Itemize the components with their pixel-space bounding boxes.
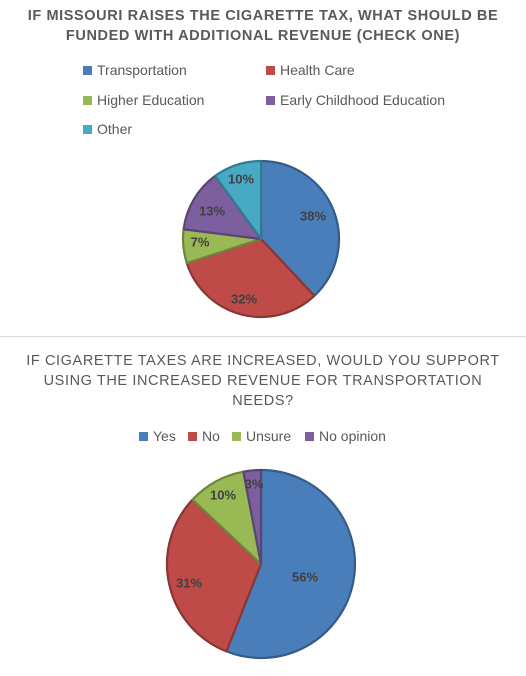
data-label-transportation: 38% bbox=[300, 208, 326, 223]
data-label-early-childhood-education: 13% bbox=[199, 203, 225, 218]
data-label-health-care: 32% bbox=[231, 291, 257, 306]
legend-label: Health Care bbox=[280, 62, 355, 78]
pie-slice-health-care bbox=[185, 237, 316, 319]
data-label-no-opinion: 3% bbox=[245, 476, 264, 491]
legend-item-yes: Yes bbox=[139, 428, 176, 444]
chart-1-pie: 38% 32% 7% 13% 10% bbox=[181, 159, 341, 319]
legend-label: Higher Education bbox=[97, 92, 205, 108]
legend-item-early-childhood-education: Early Childhood Education bbox=[266, 92, 445, 108]
legend-swatch bbox=[83, 125, 92, 134]
pie-slice-no bbox=[165, 498, 263, 653]
data-label-higher-education: 7% bbox=[191, 234, 210, 249]
legend-item-transportation: Transportation bbox=[83, 62, 187, 78]
legend-swatch bbox=[83, 96, 92, 105]
chart-panel-2: IF CIGARETTE TAXES ARE INCREASED, WOULD … bbox=[0, 337, 526, 676]
legend-label: No opinion bbox=[319, 428, 386, 444]
chart-2-title: IF CIGARETTE TAXES ARE INCREASED, WOULD … bbox=[26, 353, 500, 409]
legend-item-no-opinion: No opinion bbox=[305, 428, 386, 444]
pie-slice-other bbox=[214, 159, 263, 241]
data-label-yes: 56% bbox=[292, 569, 318, 584]
chart-panel-1: IF MISSOURI RAISES THE CIGARETTE TAX, WH… bbox=[0, 0, 526, 336]
legend-label: Other bbox=[97, 121, 133, 137]
pie-slice-no-opinion bbox=[242, 468, 263, 566]
legend-item-health-care: Health Care bbox=[266, 62, 355, 78]
data-label-no: 31% bbox=[176, 575, 202, 590]
legend-item-higher-education: Higher Education bbox=[83, 92, 204, 108]
legend-label: Yes bbox=[153, 428, 176, 444]
legend-item-unsure: Unsure bbox=[232, 428, 291, 444]
legend-swatch bbox=[188, 432, 197, 441]
legend-label: Early Childhood Education bbox=[280, 92, 445, 108]
legend-item-no: No bbox=[188, 428, 220, 444]
legend-item-other: Other bbox=[83, 121, 132, 137]
legend-label: No bbox=[202, 428, 220, 444]
legend-label: Unsure bbox=[246, 428, 292, 444]
chart-1-title: IF MISSOURI RAISES THE CIGARETTE TAX, WH… bbox=[27, 8, 499, 44]
data-label-unsure: 10% bbox=[210, 487, 236, 502]
pie-slice-transportation bbox=[259, 159, 341, 297]
pie-slice-yes bbox=[225, 468, 357, 660]
legend-swatch bbox=[266, 66, 275, 75]
legend-label: Transportation bbox=[97, 62, 187, 78]
legend-swatch bbox=[266, 96, 275, 105]
data-label-other: 10% bbox=[228, 171, 254, 186]
chart-2-pie: 56% 31% 10% 3% bbox=[165, 468, 357, 660]
pie-slice-early-childhood-education bbox=[182, 174, 263, 241]
legend-swatch bbox=[305, 432, 314, 441]
legend-swatch bbox=[83, 66, 92, 75]
legend-swatch bbox=[139, 432, 148, 441]
chart-divider bbox=[0, 336, 526, 337]
legend-swatch bbox=[232, 432, 241, 441]
